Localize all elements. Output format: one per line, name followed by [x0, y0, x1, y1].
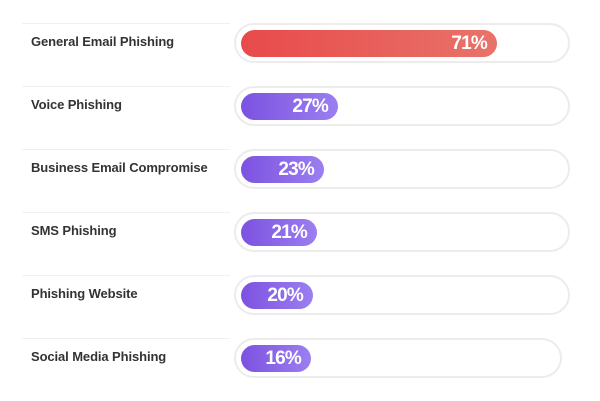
bar-value-label: 27%: [292, 96, 328, 117]
chart-row: SMS Phishing 21%: [0, 212, 600, 256]
chart-row: Phishing Website 20%: [0, 275, 600, 319]
category-label: Voice Phishing: [31, 97, 122, 112]
row-divider: [22, 212, 230, 213]
bar: 16%: [241, 345, 311, 372]
row-divider: [22, 338, 230, 339]
bar-value-label: 20%: [267, 285, 303, 306]
category-label: SMS Phishing: [31, 223, 117, 238]
bar: 21%: [241, 219, 317, 246]
bar-value-label: 16%: [265, 348, 301, 369]
bar-value-label: 71%: [451, 33, 487, 54]
row-divider: [22, 23, 230, 24]
category-label: Social Media Phishing: [31, 349, 167, 364]
bar-value-label: 21%: [271, 222, 307, 243]
chart-row: Social Media Phishing 16%: [0, 338, 600, 382]
category-label: Phishing Website: [31, 286, 138, 301]
bar-track: [234, 338, 562, 378]
bar: 23%: [241, 156, 324, 183]
row-divider: [22, 275, 230, 276]
category-label: Business Email Compromise: [31, 160, 208, 175]
bar-value-label: 23%: [278, 159, 314, 180]
chart-row: Voice Phishing 27%: [0, 86, 600, 130]
row-divider: [22, 149, 230, 150]
chart-row: General Email Phishing 71%: [0, 23, 600, 67]
chart-row: Business Email Compromise 23%: [0, 149, 600, 193]
row-divider: [22, 86, 230, 87]
bar: 71%: [241, 30, 497, 57]
bar: 27%: [241, 93, 338, 120]
bar: 20%: [241, 282, 313, 309]
category-label: General Email Phishing: [31, 34, 175, 49]
